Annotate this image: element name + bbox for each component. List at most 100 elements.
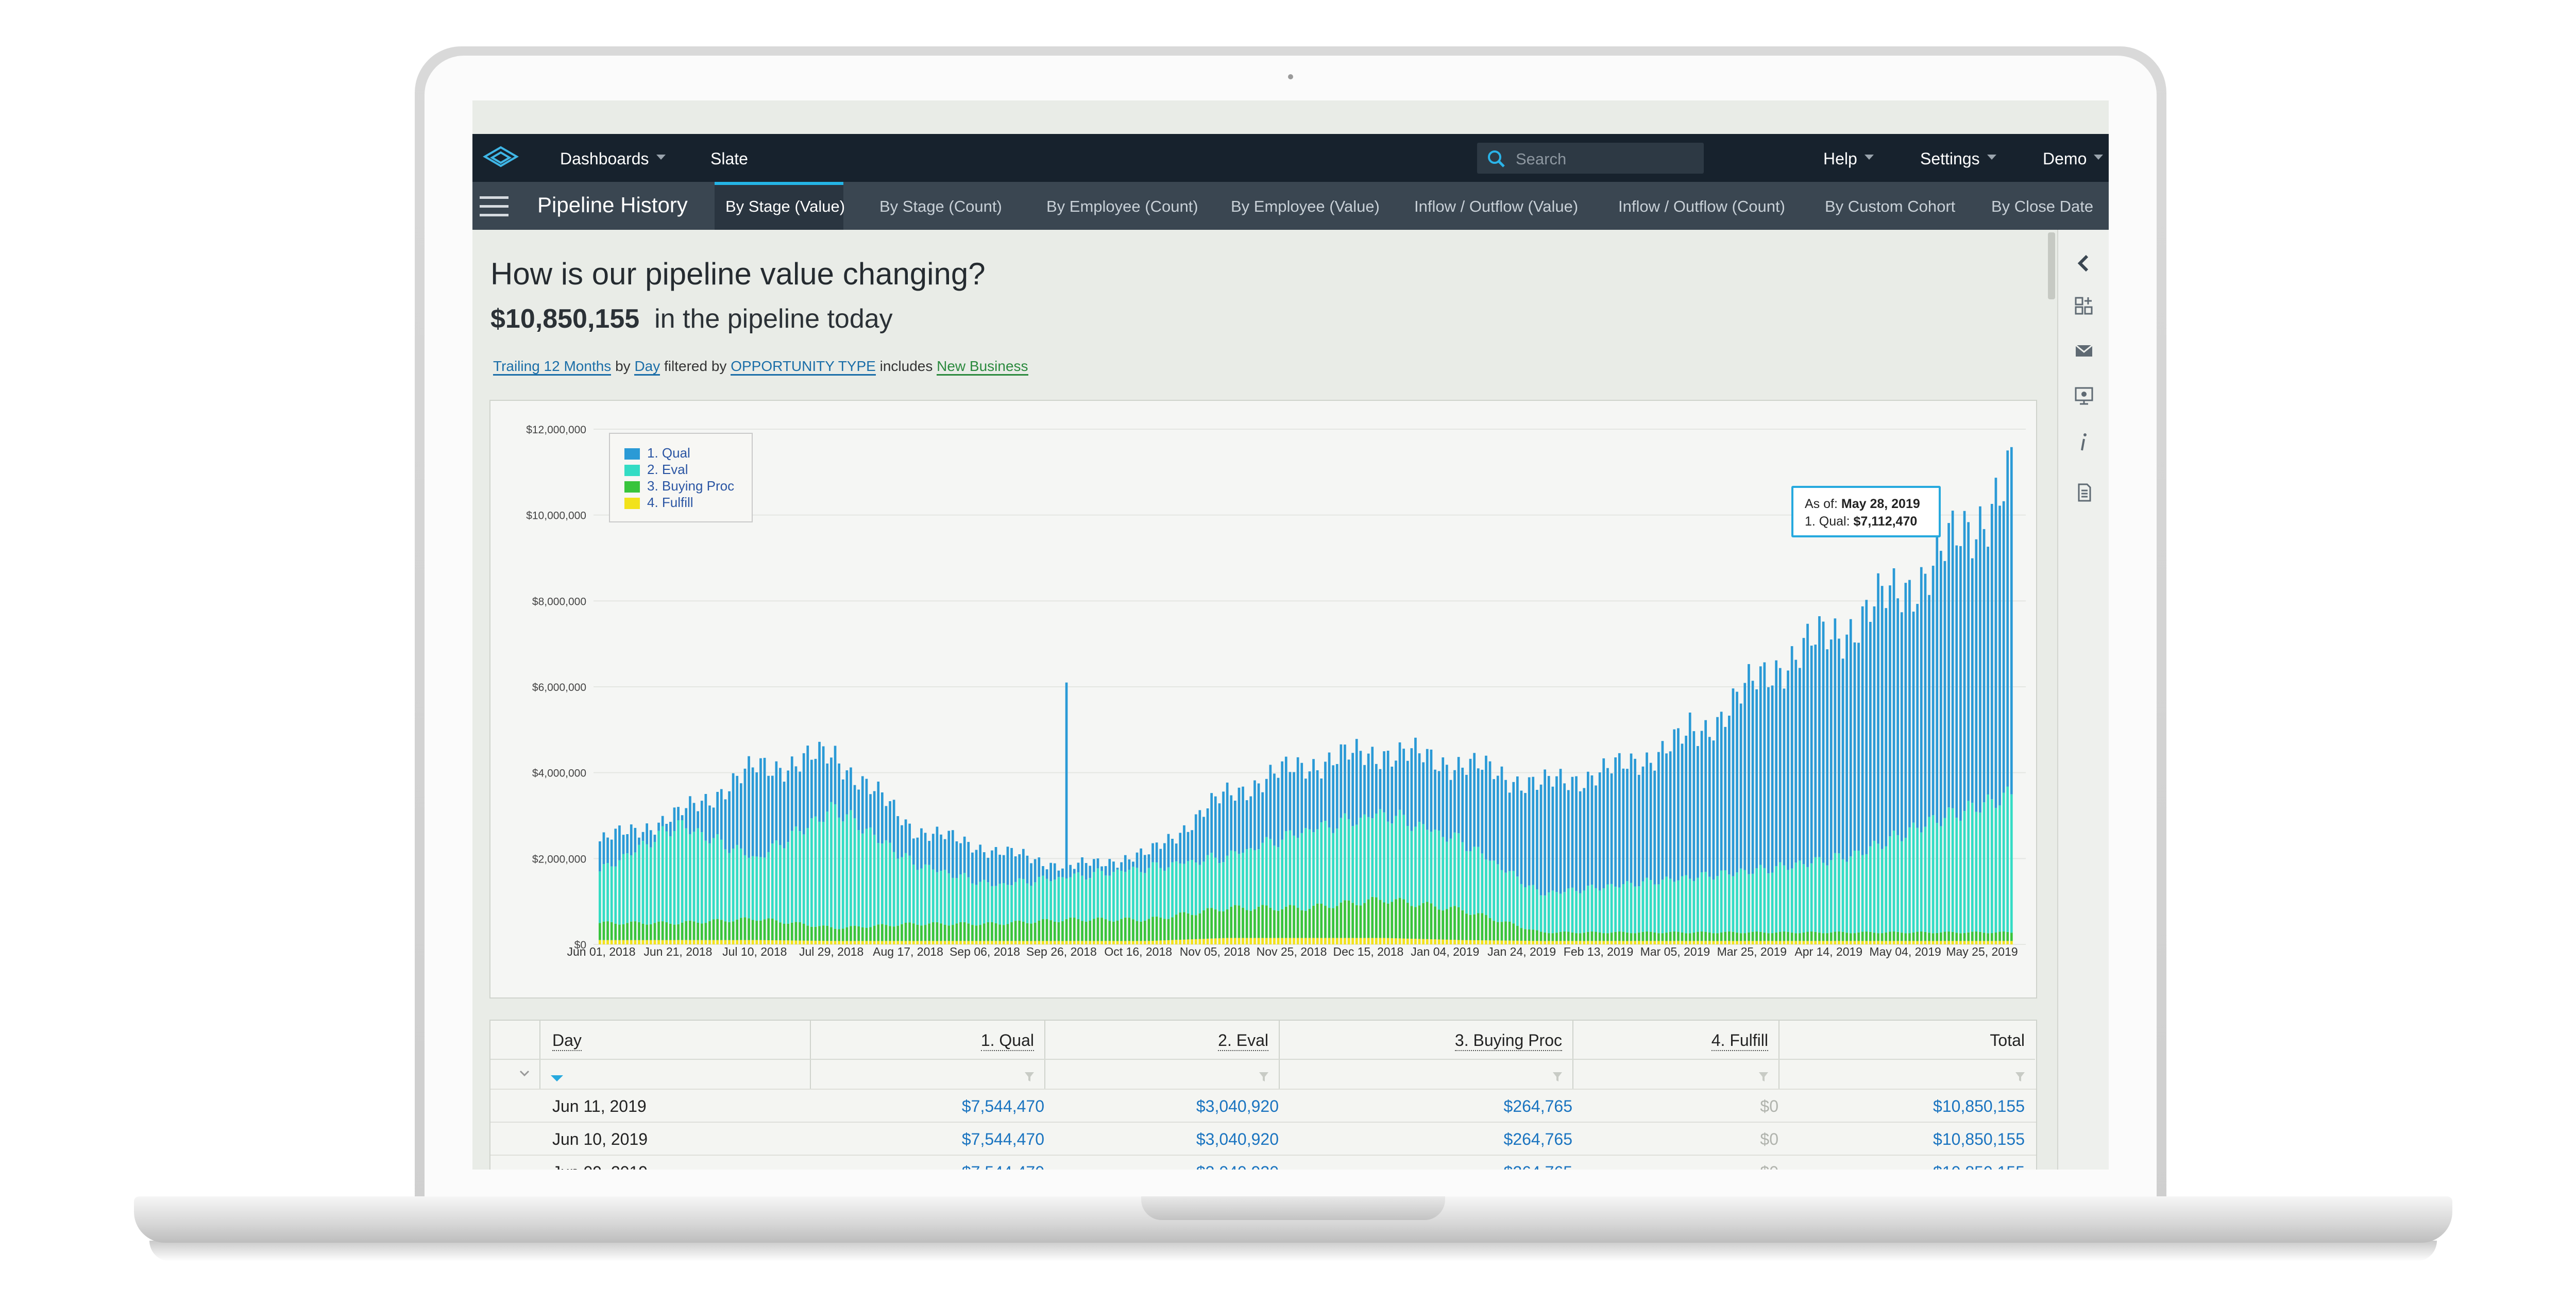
legend-item-buying-proc[interactable]: 3. Buying Proc (624, 478, 734, 494)
qual-filter-cell[interactable] (810, 1059, 1045, 1089)
tab-inflow-outflow-value[interactable]: Inflow / Outflow (Value) (1414, 197, 1579, 215)
eval-filter-cell[interactable] (1044, 1059, 1280, 1089)
cell-eval[interactable]: $3,040,920 (1196, 1097, 1279, 1115)
add-widget-icon[interactable] (2074, 296, 2094, 316)
bar-fulfill (1920, 941, 1923, 944)
granularity-filter-link[interactable]: Day (634, 358, 660, 376)
chart-legend[interactable]: 1. Qual 2. Eval 3. Buying Proc 4. Fulfil… (609, 433, 753, 522)
tab-by-stage-value[interactable]: By Stage (Value) (725, 197, 845, 215)
bar-eval (1849, 856, 1852, 934)
cell-eval[interactable]: $3,040,920 (1196, 1130, 1279, 1148)
bar-buying-proc (685, 921, 688, 940)
bar-fulfill (1473, 940, 1476, 944)
bar-buying-proc (1496, 922, 1499, 941)
bar-qual (1136, 852, 1139, 868)
scrollbar-thumb[interactable] (2048, 232, 2055, 299)
bar-fulfill (1493, 940, 1495, 944)
nav-settings[interactable]: Settings (1920, 149, 1996, 168)
export-document-icon[interactable] (2074, 482, 2094, 503)
bar-buying-proc (810, 926, 813, 941)
bar-qual (1536, 790, 1538, 889)
bar-buying-proc (1931, 933, 1935, 941)
nav-dashboards[interactable]: Dashboards (560, 149, 666, 168)
table-row[interactable]: Jun 09, 2019 $7,544,470 $3,040,920 $264,… (490, 1155, 2036, 1170)
bar-fulfill (1971, 941, 1974, 944)
bar-fulfill (1759, 941, 1762, 944)
cell-total[interactable]: $10,850,155 (1933, 1130, 2025, 1148)
bar-qual (1391, 767, 1394, 824)
column-header-buying-proc[interactable]: 3. Buying Proc (1279, 1021, 1573, 1059)
tab-by-close-date[interactable]: By Close Date (1991, 197, 2094, 215)
bar-eval (1771, 872, 1774, 934)
bar-fulfill (1359, 938, 1362, 944)
bar-qual (896, 816, 900, 859)
cell-buying-proc[interactable]: $264,765 (1503, 1130, 1572, 1148)
search-input[interactable]: Search (1477, 143, 1704, 174)
field-filter-link[interactable]: OPPORTUNITY TYPE (731, 358, 876, 376)
bar-buying-proc (1324, 906, 1327, 938)
tab-inflow-outflow-count[interactable]: Inflow / Outflow (Count) (1618, 197, 1785, 215)
column-header-qual[interactable]: 1. Qual (810, 1021, 1045, 1059)
legend-item-qual[interactable]: 1. Qual (624, 445, 690, 461)
bar-qual (1108, 859, 1111, 876)
bar-eval (1053, 879, 1056, 922)
tab-by-employee-value[interactable]: By Employee (Value) (1231, 197, 1380, 215)
total-filter-cell[interactable] (1778, 1059, 2035, 1089)
bar-buying-proc (720, 920, 723, 940)
day-sort-filter[interactable] (539, 1059, 811, 1089)
legend-item-fulfill[interactable]: 4. Fulfill (624, 495, 693, 511)
cell-buying-proc[interactable]: $264,765 (1503, 1097, 1572, 1115)
nav-help[interactable]: Help (1823, 149, 1874, 168)
cell-eval[interactable]: $3,040,920 (1196, 1163, 1279, 1170)
value-filter-link[interactable]: New Business (937, 358, 1028, 376)
cell-total[interactable]: $10,850,155 (1933, 1163, 2025, 1170)
bar-fulfill (1277, 938, 1280, 944)
column-header-fulfill[interactable]: 4. Fulfill (1572, 1021, 1780, 1059)
cell-qual[interactable]: $7,544,470 (962, 1163, 1044, 1170)
bar-fulfill (928, 941, 930, 944)
bar-eval (1375, 814, 1378, 898)
column-header-day[interactable]: Day (539, 1021, 811, 1059)
collapse-left-icon[interactable] (2074, 253, 2094, 274)
nav-slate[interactable]: Slate (710, 149, 748, 168)
email-icon[interactable] (2074, 341, 2094, 361)
present-icon[interactable] (2074, 385, 2094, 406)
column-header-total[interactable]: Total (1778, 1021, 2035, 1059)
bar-buying-proc (1912, 932, 1915, 941)
bar-qual (1912, 612, 1915, 823)
bar-qual (1485, 755, 1487, 860)
table-row[interactable]: Jun 10, 2019 $7,544,470 $3,040,920 $264,… (490, 1122, 2036, 1156)
period-filter-link[interactable]: Trailing 12 Months (493, 358, 612, 376)
tab-by-employee-count[interactable]: By Employee (Count) (1046, 197, 1198, 215)
chevron-down-icon (2094, 154, 2104, 160)
tab-by-custom-cohort[interactable]: By Custom Cohort (1825, 197, 1956, 215)
cell-qual[interactable]: $7,544,470 (961, 1097, 1044, 1115)
hamburger-menu-icon[interactable] (480, 196, 509, 217)
row-expand-filter[interactable] (490, 1059, 540, 1089)
buying-proc-filter-cell[interactable] (1279, 1059, 1573, 1089)
legend-item-eval[interactable]: 2. Eval (624, 462, 688, 478)
logo-icon[interactable] (483, 145, 519, 171)
tab-by-stage-count[interactable]: By Stage (Count) (879, 197, 1002, 215)
bar-eval (1975, 811, 1978, 932)
bar-qual (1704, 720, 1707, 872)
fulfill-filter-cell[interactable] (1572, 1059, 1780, 1089)
bar-buying-proc (1116, 921, 1119, 941)
info-icon[interactable] (2074, 432, 2094, 452)
bar-eval (901, 857, 903, 924)
cell-buying-proc[interactable]: $264,765 (1504, 1163, 1572, 1170)
bar-eval (1155, 862, 1158, 917)
cell-total[interactable]: $10,850,155 (1933, 1097, 2025, 1115)
cell-qual[interactable]: $7,544,470 (961, 1130, 1044, 1148)
column-label: Total (1990, 1031, 2025, 1050)
column-header-eval[interactable]: 2. Eval (1044, 1021, 1280, 1059)
table-row[interactable]: Jun 11, 2019 $7,544,470 $3,040,920 $264,… (490, 1089, 2036, 1123)
bar-buying-proc (857, 926, 860, 941)
bar-qual (1359, 751, 1362, 818)
screen: Dashboards Slate Search Help Settings De… (472, 100, 2109, 1170)
bar-fulfill (1300, 938, 1303, 944)
nav-user-menu[interactable]: Demo (2043, 149, 2104, 168)
bar-fulfill (1598, 941, 1601, 944)
bar-fulfill (853, 941, 856, 944)
bar-qual (634, 827, 637, 853)
